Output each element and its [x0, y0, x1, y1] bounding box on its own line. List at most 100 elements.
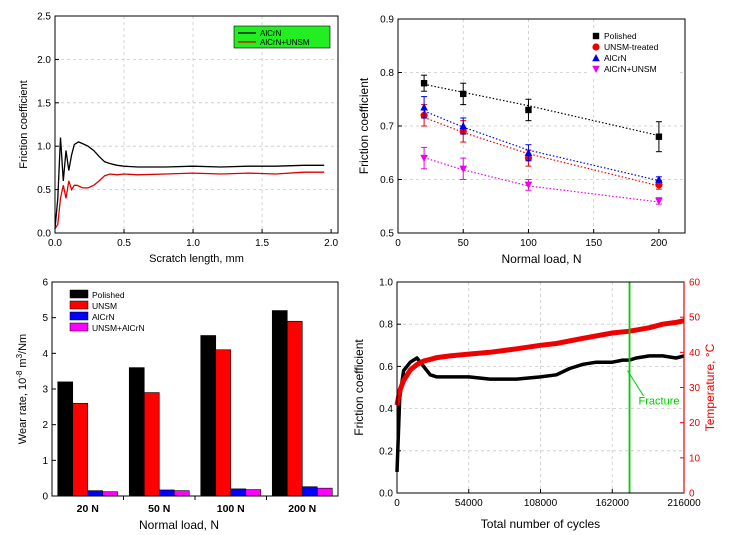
bar-unsm — [143, 392, 160, 497]
x-tick-label: 1.0 — [186, 238, 200, 249]
series-alcrn — [420, 96, 663, 183]
series-alcrn-unsm — [420, 146, 663, 205]
y-right-tick-label: 10 — [689, 453, 701, 464]
y-tick-label: 2.0 — [37, 55, 51, 66]
x-tick-label: 50 — [458, 238, 470, 249]
legend-label: Polished — [604, 31, 637, 41]
x-tick-label: 54000 — [455, 498, 483, 509]
x-tick-label: 0.5 — [117, 238, 131, 249]
legend-label: AlCrN — [604, 53, 627, 63]
bar-alcrn — [87, 490, 104, 497]
chart-b: 0.5 0.6 0.7 0.8 0.9 0 50 100 150 200 Normal load, … — [357, 15, 686, 266]
x-tick-label: 0.0 — [48, 238, 62, 249]
data-point — [655, 175, 663, 183]
x-tick-label: 108000 — [524, 498, 558, 509]
y-right-tick-label: 40 — [689, 348, 701, 359]
y-tick-label: 0.8 — [379, 320, 393, 331]
y-tick-label: 0.8 — [380, 68, 394, 79]
y-tick-label: 0.5 — [37, 185, 51, 196]
fracture-pointer — [627, 370, 644, 397]
y-axis-label-part: Wear rate, 10 — [17, 378, 29, 444]
fracture-label: Fracture — [639, 395, 680, 407]
x-tick-label: 162000 — [596, 498, 630, 509]
fit-line — [423, 110, 660, 182]
y-axis-label-part: /Nm — [17, 334, 29, 354]
legend-marker — [592, 65, 600, 73]
y-right-axis-label: Temperature, °C — [703, 343, 717, 431]
y-tick-label: 4 — [42, 349, 48, 360]
data-point — [420, 103, 428, 111]
y-axis-label-part: 3 — [15, 353, 24, 358]
x-tick-label: 0 — [395, 238, 401, 249]
x-axis-label: Normal load, N — [501, 252, 581, 266]
y-axis-label: Friction coefficient — [18, 80, 30, 168]
y-tick-label: 0.5 — [380, 229, 394, 240]
y-right-tick-label: 20 — [689, 418, 701, 429]
chart-d: 0.0 0.2 0.4 0.6 0.8 1.0 0 54000 108000 162000 2160… — [352, 278, 717, 532]
y-tick-label: 2.5 — [37, 12, 51, 23]
legend-swatch — [69, 289, 89, 299]
bar-alcrn — [158, 489, 175, 497]
bar-unsm — [215, 349, 232, 497]
legend-label: AlCrN+UNSM — [260, 38, 310, 47]
legend-marker — [592, 54, 600, 62]
y-tick-label: 0.2 — [379, 446, 393, 457]
legend-label: AlCrN — [260, 29, 282, 38]
bar-polished — [200, 335, 217, 497]
y-tick-label: 0.6 — [379, 362, 393, 373]
data-point — [459, 122, 468, 130]
x-axis-label: Scratch length, mm — [149, 253, 244, 265]
y-tick-label: 0.0 — [379, 489, 393, 500]
legend-box — [233, 25, 331, 49]
x-tick-label: 216000 — [667, 498, 701, 509]
y-tick-label: 5 — [42, 313, 48, 324]
bar-alcrn — [230, 488, 247, 497]
bar-unsm — [286, 320, 303, 497]
category-label: 100 N — [217, 503, 245, 515]
y-tick-label: 0 — [42, 492, 48, 503]
fit-line — [423, 83, 660, 137]
chart-a: 0.0 0.5 1.0 1.5 2.0 2.5 0.0 0.5 1.0 1.5 2.0 Scratch… — [18, 12, 339, 265]
y-right-tick-label: 60 — [689, 278, 701, 289]
data-point — [460, 90, 467, 98]
y-tick-label: 2 — [42, 420, 48, 431]
x-tick-label: 1.5 — [255, 238, 269, 249]
bar-polished — [57, 381, 74, 497]
y-right-tick-label: 50 — [689, 313, 701, 324]
y-tick-label: 0.6 — [380, 175, 394, 186]
y-tick-label: 0.7 — [380, 122, 394, 133]
data-point — [655, 181, 663, 189]
y-tick-label: 3 — [42, 385, 48, 396]
y-axis-label: Wear rate, 10-8 m3/Nm — [15, 334, 29, 444]
chart-c: 0 1 2 3 4 5 6 20 N 50 N 100 N 200 N Normal load, N W… — [15, 278, 339, 532]
x-tick-label: 100 — [520, 238, 537, 249]
plot-frame — [397, 18, 686, 234]
data-point — [525, 106, 532, 114]
series-line-alcrn-unsm — [54, 171, 325, 230]
legend-label: AlCrN+UNSM — [604, 64, 657, 74]
x-axis-label: Normal load, N — [139, 518, 219, 532]
data-point — [655, 133, 663, 140]
legend-marker — [592, 43, 600, 51]
data-point — [420, 154, 428, 163]
y-tick-label: 0.0 — [37, 229, 51, 240]
legend-swatch — [69, 311, 89, 321]
series-line-alcrn — [54, 137, 325, 229]
legend-label: AlCrN — [92, 312, 115, 322]
category-label: 200 N — [288, 503, 316, 515]
x-tick-label: 2.0 — [324, 238, 338, 249]
data-point — [420, 80, 428, 87]
data-point — [524, 181, 533, 189]
y-axis-label: Friction coefficient — [352, 339, 366, 436]
bar-unsm-alcrn — [102, 491, 119, 497]
y-tick-label: 1.0 — [37, 142, 51, 153]
y-tick-label: 6 — [42, 278, 48, 289]
y-tick-label: 1.5 — [37, 98, 51, 109]
bar-alcrn — [301, 486, 318, 497]
legend-swatch — [69, 322, 89, 332]
y-axis-label: Friction coefficient — [357, 77, 371, 174]
x-tick-label: 200 — [651, 238, 668, 249]
legend-box — [588, 28, 680, 78]
bar-polished — [271, 310, 288, 497]
